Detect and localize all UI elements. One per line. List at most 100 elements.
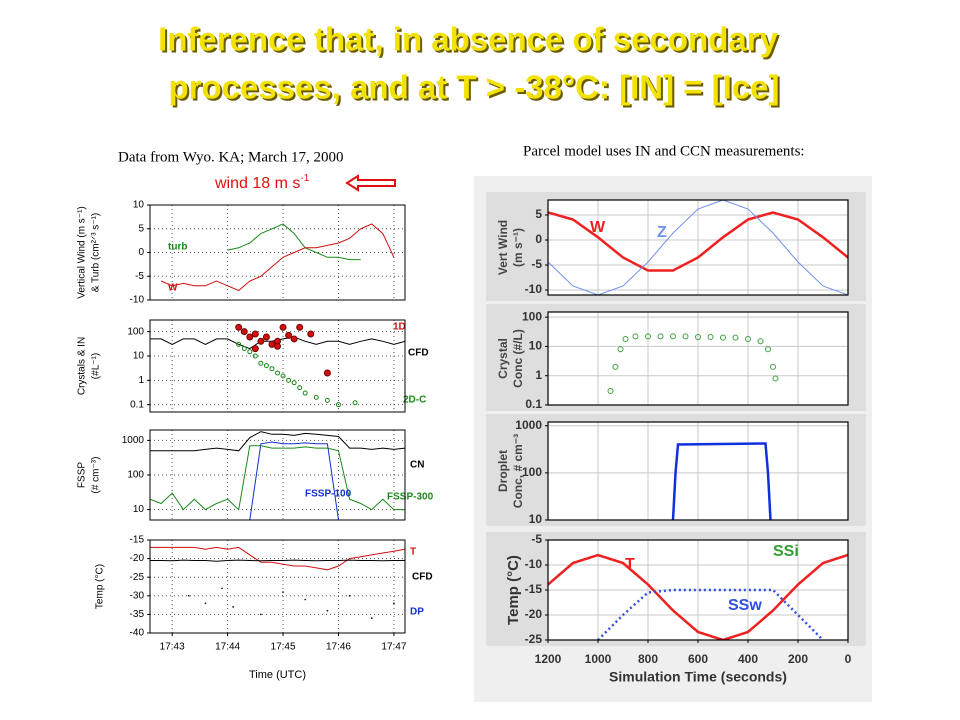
point <box>258 360 264 366</box>
y-tick-label: -25 <box>525 632 543 646</box>
point <box>302 390 308 396</box>
point <box>232 606 235 608</box>
plot-frame <box>149 539 406 634</box>
y-tick-label: 10 <box>529 512 543 526</box>
point <box>240 328 248 336</box>
plot-area <box>150 320 405 412</box>
series-label: DP <box>410 607 424 618</box>
point <box>313 394 319 400</box>
point <box>370 617 373 620</box>
y-tick-label: 10 <box>133 351 145 362</box>
plot: 0.1 1 10 100 Crystals & IN (#L⁻¹) CFD 1D 2D-C <box>77 319 429 413</box>
y-axis-label: (m s⁻¹) <box>511 228 525 267</box>
plot: 10 100 1000 FSSP (# cm⁻³) CN FSSP-100 FSSP-300 <box>77 429 434 521</box>
x-axis-label: Time (UTC) <box>249 669 306 681</box>
point <box>286 377 292 383</box>
annotation: SSi <box>773 543 799 560</box>
series-label: T <box>625 556 635 573</box>
plot: -40 -35 -30 -25 -20 -15 17:43 17:44 17:45 17:46 17… <box>95 535 433 681</box>
x-tick-label: 17:43 <box>160 642 185 653</box>
x-tick-label: 800 <box>638 652 658 666</box>
x-tick-label: 400 <box>738 652 758 666</box>
y-tick-label: 5 <box>535 207 542 221</box>
x-tick-label: 17:45 <box>271 642 296 653</box>
data <box>150 431 405 520</box>
point <box>280 373 286 379</box>
right-caption: Parcel model uses IN and CCN measurement… <box>523 143 805 159</box>
point <box>274 342 281 350</box>
series-line <box>597 588 824 640</box>
y-tick-label: -15 <box>525 582 543 596</box>
plot-area <box>150 540 405 633</box>
point <box>291 380 297 386</box>
wind-text: wind 18 m s <box>214 175 300 192</box>
series-label: W <box>168 283 178 294</box>
y-tick-label: 10 <box>529 339 543 353</box>
y-tick-label: -5 <box>531 257 542 271</box>
x-tick-label: 600 <box>688 652 708 666</box>
point <box>720 334 726 341</box>
y-tick-label: -5 <box>135 271 144 282</box>
left-caption: Data from Wyo. KA; March 17, 2000 <box>118 149 343 165</box>
point <box>707 334 714 341</box>
y-tick-label: 100 <box>522 309 542 323</box>
wind-arrow <box>345 174 396 192</box>
plot: -10 -5 0 5 Vert Wind (m s⁻¹) W Z <box>486 192 866 301</box>
series-line <box>150 546 405 571</box>
x-axis-label: Simulation Time (seconds) <box>609 669 787 685</box>
point <box>297 385 303 391</box>
point <box>607 388 614 395</box>
plot: 0.1 1 10 100 Crystal Conc (#/L) <box>486 304 866 411</box>
y-tick-label: 5 <box>138 223 144 234</box>
series-label: FSSP-300 <box>387 492 434 503</box>
y-tick-label: 1 <box>535 368 542 382</box>
y-axis-label: Crystals & IN <box>77 337 88 395</box>
y-tick-label: -30 <box>130 590 145 601</box>
point <box>695 334 701 341</box>
plot-frame <box>547 421 849 521</box>
point <box>335 402 341 408</box>
series-line <box>150 431 405 452</box>
series-label: CFD <box>408 348 429 359</box>
title-line: processes, and at T > -38°C: [IN] = [Ice… <box>168 69 779 106</box>
point <box>745 335 751 342</box>
y-axis-label: Temp (°C) <box>95 564 106 609</box>
point <box>393 602 395 605</box>
y-tick-label: 0 <box>138 247 144 258</box>
plot-frame <box>547 539 849 641</box>
wind-note: wind 18 m s-1 <box>214 173 310 193</box>
point <box>285 331 293 339</box>
point <box>282 591 284 593</box>
title-line: Inference that, in absence of secondary <box>158 21 779 58</box>
y-axis-label: (#L⁻¹) <box>91 353 102 379</box>
y-tick-label: -15 <box>130 535 145 546</box>
series-label: 2D-C <box>403 395 426 406</box>
x-tick-label: 0 <box>845 652 852 666</box>
point <box>247 349 253 355</box>
plot-frame <box>547 311 849 406</box>
y-tick-label: 0.1 <box>525 397 542 411</box>
y-axis-label: Conc, # cm⁻³ <box>511 434 525 508</box>
x-tick-label: 17:47 <box>381 642 406 653</box>
data <box>607 333 779 395</box>
point <box>657 333 664 340</box>
point <box>670 333 676 340</box>
data <box>150 546 405 620</box>
y-tick-label: -35 <box>130 609 145 620</box>
y-axis-label: FSSP <box>77 462 88 488</box>
y-tick-label: 1 <box>138 375 144 386</box>
series-label: Z <box>657 224 667 241</box>
plot-frame <box>149 204 406 301</box>
point <box>757 338 764 345</box>
plot-frame <box>547 199 849 296</box>
y-tick-label: -20 <box>525 607 543 621</box>
point <box>296 323 304 331</box>
series-line <box>249 441 339 520</box>
y-tick-label: 0.1 <box>130 399 144 410</box>
point <box>645 333 651 340</box>
x-tick-label: 1000 <box>585 652 612 666</box>
point <box>279 323 287 331</box>
y-tick-label: 1000 <box>122 435 145 446</box>
plot: 10 100 1000 Droplet Conc, # cm⁻³ <box>486 414 866 526</box>
series-line <box>548 553 848 640</box>
